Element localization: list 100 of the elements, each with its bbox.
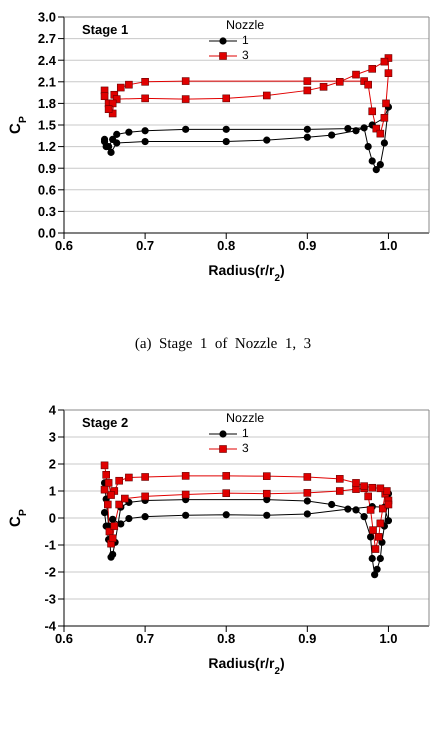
point xyxy=(110,522,118,530)
y-tick-label: 3.0 xyxy=(38,10,56,25)
point xyxy=(320,83,328,91)
point xyxy=(125,514,132,522)
point xyxy=(125,80,133,88)
point xyxy=(262,472,271,480)
point xyxy=(376,130,384,138)
point xyxy=(125,474,133,482)
legend-title: Nozzle xyxy=(226,18,264,32)
y-tick-label: -3 xyxy=(44,592,56,607)
point xyxy=(109,550,116,558)
legend-label: 3 xyxy=(242,48,249,63)
point xyxy=(368,484,376,492)
point xyxy=(142,127,149,134)
point xyxy=(262,92,271,100)
point xyxy=(383,487,391,495)
x-tick-label: 1.0 xyxy=(379,238,398,254)
point xyxy=(304,126,311,133)
x-tick-label: 0.9 xyxy=(298,238,316,254)
point xyxy=(116,84,125,92)
point xyxy=(263,136,270,144)
point xyxy=(108,534,116,542)
point xyxy=(182,95,190,103)
point xyxy=(121,494,129,502)
point xyxy=(100,486,108,494)
point xyxy=(141,473,149,481)
point xyxy=(366,506,374,514)
point xyxy=(102,471,110,479)
point xyxy=(182,472,190,480)
point xyxy=(368,108,376,116)
point xyxy=(336,78,344,86)
point xyxy=(304,86,312,94)
y-tick-label: 0.3 xyxy=(38,204,56,220)
point xyxy=(384,69,392,77)
x-tick-label: 0.7 xyxy=(136,238,154,254)
point xyxy=(384,500,392,508)
point xyxy=(360,482,368,490)
point xyxy=(328,131,336,139)
y-tick-label: 2.7 xyxy=(38,31,56,46)
y-tick-label: 2.4 xyxy=(38,52,57,68)
point xyxy=(382,100,390,108)
point xyxy=(104,479,112,487)
point xyxy=(107,148,115,156)
y-tick-label: 2.1 xyxy=(38,74,56,90)
x-tick-label: 0.7 xyxy=(136,631,154,646)
point xyxy=(376,161,384,168)
point xyxy=(304,497,311,505)
point xyxy=(304,473,312,481)
point xyxy=(369,526,377,534)
x-axis-title: Radius(r/r$_{2}$) xyxy=(208,262,285,284)
y-tick-label: 1.2 xyxy=(38,139,56,154)
point xyxy=(104,105,112,113)
point xyxy=(352,485,360,493)
point xyxy=(380,139,388,147)
point xyxy=(367,533,374,540)
point xyxy=(336,487,344,495)
point xyxy=(376,554,384,562)
annotation: Stage 1 xyxy=(82,22,128,37)
point xyxy=(376,484,384,492)
point xyxy=(222,126,230,133)
point xyxy=(182,77,190,85)
point xyxy=(304,77,312,85)
point xyxy=(360,124,368,132)
point xyxy=(104,500,112,508)
point xyxy=(182,490,190,498)
y-tick-label: 0.0 xyxy=(38,226,56,241)
point xyxy=(371,571,378,578)
point xyxy=(368,65,376,73)
point xyxy=(368,157,376,165)
point xyxy=(115,500,123,508)
point xyxy=(304,134,311,141)
point xyxy=(100,462,108,470)
y-tick-label: 2 xyxy=(48,456,56,472)
point xyxy=(384,517,392,524)
point xyxy=(113,139,120,147)
point xyxy=(222,472,230,480)
y-tick-label: 1.5 xyxy=(38,118,56,133)
x-tick-label: 0.8 xyxy=(217,238,236,254)
point xyxy=(364,492,372,500)
y-tick-label: -4 xyxy=(44,618,57,634)
legend-title: Nozzle xyxy=(226,411,264,425)
point xyxy=(117,520,124,528)
legend-label: 1 xyxy=(242,426,249,441)
y-tick-label: 1.8 xyxy=(38,96,56,112)
point xyxy=(344,505,352,513)
point xyxy=(372,545,380,553)
x-axis-title: Radius(r/r$_{2}$) xyxy=(208,655,285,676)
annotation: Stage 2 xyxy=(82,415,128,430)
point xyxy=(374,533,383,541)
point xyxy=(182,126,190,133)
y-tick-label: 4 xyxy=(48,402,57,418)
point xyxy=(100,509,108,516)
point xyxy=(352,479,360,487)
point xyxy=(344,125,352,132)
x-tick-label: 1.0 xyxy=(379,631,398,646)
point xyxy=(372,166,380,174)
point xyxy=(141,492,149,500)
point xyxy=(263,512,270,519)
point xyxy=(376,520,384,528)
point xyxy=(304,489,312,497)
